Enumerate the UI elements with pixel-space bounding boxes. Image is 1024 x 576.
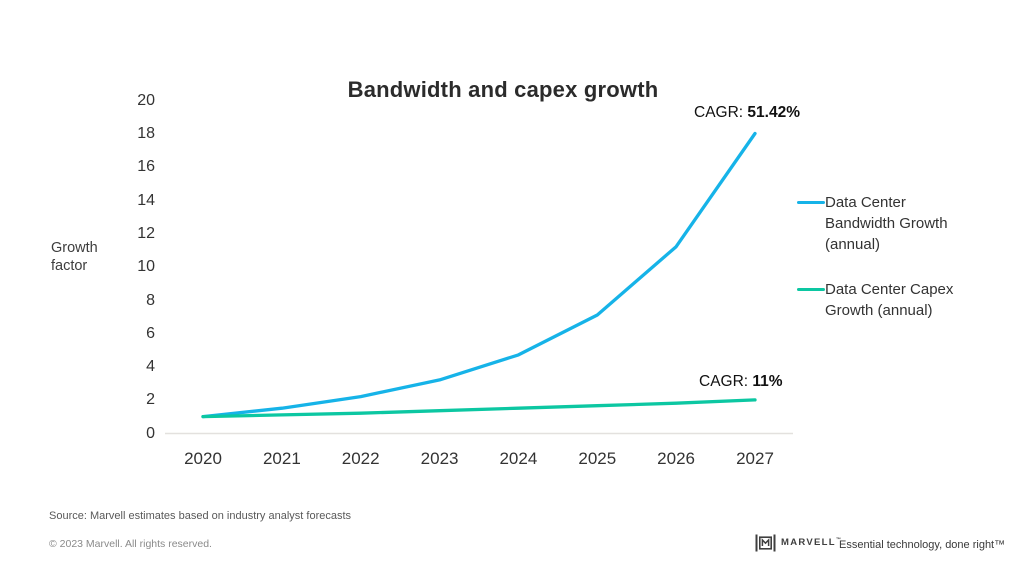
x-tick-label: 2022 <box>341 449 380 468</box>
legend-item-capex: Data Center Capex Growth (annual) <box>797 279 997 321</box>
x-tick-label: 2024 <box>499 449 538 468</box>
capex-growth-line <box>201 398 757 419</box>
y-tick-label: 20 <box>137 91 155 109</box>
bandwidth-cagr-annotation: CAGR: 51.42% <box>694 104 800 122</box>
y-tick-label: 4 <box>146 358 155 376</box>
capex-line-swatch-icon <box>797 288 825 291</box>
marvell-wordmark: MARVELL™ <box>781 537 841 549</box>
legend-label-bandwidth: Data Center Bandwidth Growth (annual) <box>825 194 948 253</box>
y-tick-label: 16 <box>137 158 155 176</box>
y-tick-label: 18 <box>137 125 155 142</box>
trademark-symbol: ™ <box>835 537 841 544</box>
x-tick-label: 2023 <box>420 449 459 468</box>
legend-label-capex: Data Center Capex Growth (annual) <box>825 281 954 319</box>
y-tick-label: 8 <box>146 291 155 309</box>
bandwidth-growth-line <box>201 131 757 419</box>
chart-title: Bandwidth and capex growth <box>347 77 659 102</box>
x-tick-label: 2026 <box>657 449 695 468</box>
marvell-logo-icon <box>755 534 776 552</box>
marvell-logo: MARVELL™ <box>755 533 841 553</box>
x-tick-label: 2020 <box>184 449 222 468</box>
legend-item-bandwidth: Data Center Bandwidth Growth (annual) <box>797 192 997 255</box>
x-tick-label: 2021 <box>262 449 301 468</box>
y-tick-label: 10 <box>137 258 155 276</box>
bandwidth-line-swatch-icon <box>797 201 825 204</box>
capex-cagr-value: 11% <box>752 373 783 390</box>
y-tick-label: 12 <box>137 224 155 242</box>
y-tick-label: 2 <box>146 391 155 409</box>
x-tick-label: 2025 <box>578 449 617 468</box>
copyright-text: © 2023 Marvell. All rights reserved. <box>49 538 212 550</box>
x-tick-label: 2027 <box>736 449 774 468</box>
y-tick-label: 0 <box>146 424 155 442</box>
brand-tagline: Essential technology, done right™ <box>839 539 1006 551</box>
capex-cagr-annotation: CAGR: 11% <box>699 373 783 391</box>
y-tick-label: 14 <box>137 191 155 209</box>
bandwidth-cagr-prefix: CAGR: <box>694 104 748 121</box>
source-note: Source: Marvell estimates based on indus… <box>49 510 352 522</box>
bandwidth-cagr-value: 51.42% <box>747 104 800 121</box>
capex-cagr-prefix: CAGR: <box>699 373 753 390</box>
chart-legend: Data Center Bandwidth Growth (annual) Da… <box>797 192 997 345</box>
y-axis-label: Growth factor <box>51 240 98 274</box>
y-tick-label: 6 <box>146 324 155 342</box>
